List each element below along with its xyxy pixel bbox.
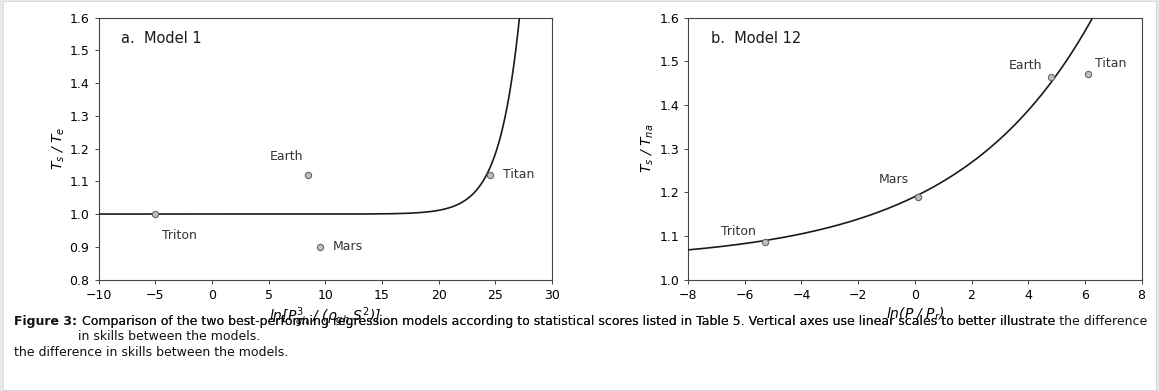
Text: Earth: Earth	[1008, 59, 1042, 72]
Y-axis label: $T_s$ / $T_e$: $T_s$ / $T_e$	[50, 127, 67, 170]
Y-axis label: $T_s$ / $T_{na}$: $T_s$ / $T_{na}$	[640, 124, 656, 173]
Text: Mars: Mars	[334, 240, 363, 253]
Text: Triton: Triton	[162, 229, 197, 242]
Text: Triton: Triton	[721, 225, 756, 238]
Text: Mars: Mars	[879, 173, 909, 186]
X-axis label: ln($P$ / $P_r$): ln($P$ / $P_r$)	[885, 306, 945, 323]
Text: b.  Model 12: b. Model 12	[710, 31, 801, 46]
Text: Comparison of the two best-performing regression models according to statistical: Comparison of the two best-performing re…	[78, 315, 1147, 343]
Text: Earth: Earth	[270, 150, 304, 163]
Text: Titan: Titan	[1095, 57, 1127, 70]
Text: a.  Model 1: a. Model 1	[122, 31, 202, 46]
Text: Titan: Titan	[503, 168, 534, 181]
Text: Figure 3:: Figure 3:	[14, 315, 76, 328]
Text: the difference in skills between the models.: the difference in skills between the mod…	[14, 346, 289, 359]
Text: Comparison of the two best-performing regression models according to statistical: Comparison of the two best-performing re…	[78, 315, 1055, 328]
X-axis label: ln[$P_{gh}^{3}$ / ($\rho_{gh}$ $S^{2}$)]: ln[$P_{gh}^{3}$ / ($\rho_{gh}$ $S^{2}$)]	[269, 306, 381, 330]
